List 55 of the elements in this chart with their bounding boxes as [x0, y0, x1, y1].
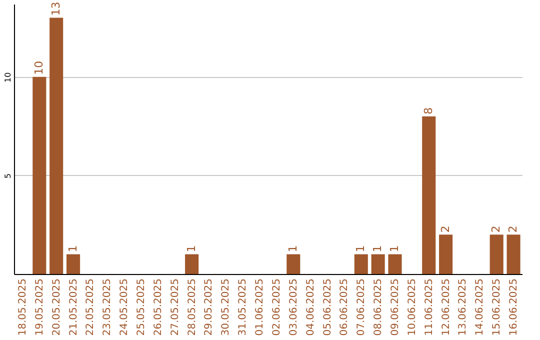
bar — [371, 254, 385, 274]
y-tick-label: 5 — [4, 173, 12, 179]
x-tick-label: 04.06.2025 — [305, 278, 316, 336]
data-label: 1 — [184, 245, 198, 252]
x-tick-label: 28.05.2025 — [186, 278, 198, 336]
bar — [354, 254, 368, 274]
data-label: 1 — [66, 245, 80, 252]
x-tick-label: 18.05.2025 — [17, 278, 28, 336]
x-tick-label: 13.06.2025 — [458, 278, 469, 336]
x-tick-label: 29.05.2025 — [204, 278, 215, 336]
x-tick-label: 15.06.2025 — [492, 278, 503, 336]
x-tick-label: 05.06.2025 — [322, 278, 334, 336]
bar — [50, 18, 64, 274]
data-label: 8 — [422, 107, 435, 114]
data-label: 1 — [371, 245, 384, 252]
x-tick-label: 10.06.2025 — [406, 278, 418, 336]
data-label: 2 — [438, 226, 452, 233]
x-tick-label: 19.05.2025 — [34, 278, 46, 336]
x-tick-label: 07.06.2025 — [356, 278, 368, 336]
bar — [388, 254, 402, 274]
data-label: 13 — [49, 2, 62, 16]
bar — [422, 116, 436, 274]
bar — [66, 254, 80, 274]
bar — [32, 76, 46, 274]
x-tick-label: 09.06.2025 — [390, 278, 401, 336]
x-tick-label: 22.05.2025 — [85, 278, 96, 336]
x-tick-label: 23.05.2025 — [102, 278, 114, 336]
x-tick-label: 11.06.2025 — [424, 278, 435, 336]
x-tick-label: 01.06.2025 — [254, 278, 266, 336]
x-tick-label: 20.05.2025 — [51, 278, 62, 336]
x-tick-label: 31.05.2025 — [238, 278, 249, 336]
x-tick-label: 06.06.2025 — [339, 278, 350, 336]
x-tick-label: 21.05.2025 — [68, 278, 80, 336]
x-tick-label: 25.05.2025 — [136, 278, 147, 336]
data-label: 2 — [490, 226, 503, 233]
x-tick-label: 02.06.2025 — [271, 278, 282, 336]
x-tick-label: 30.05.2025 — [220, 278, 232, 336]
x-tick-label: 27.05.2025 — [170, 278, 181, 336]
x-tick-label: 08.06.2025 — [373, 278, 384, 336]
data-label: 10 — [32, 60, 46, 75]
bar — [286, 254, 300, 274]
x-tick-label: 14.06.2025 — [474, 278, 486, 336]
bar — [490, 234, 504, 274]
data-label: 2 — [506, 226, 520, 233]
data-label: 1 — [354, 245, 368, 252]
x-tick-label: 12.06.2025 — [440, 278, 452, 336]
x-tick-label: 26.05.2025 — [152, 278, 164, 336]
x-tick-label: 24.05.2025 — [119, 278, 130, 336]
data-label: 1 — [388, 245, 401, 252]
bar — [506, 234, 520, 274]
bar — [439, 234, 453, 274]
data-label: 1 — [286, 245, 300, 252]
x-tick-label: 03.06.2025 — [288, 278, 300, 336]
x-tick-label: 16.06.2025 — [508, 278, 520, 336]
bar — [185, 254, 199, 274]
